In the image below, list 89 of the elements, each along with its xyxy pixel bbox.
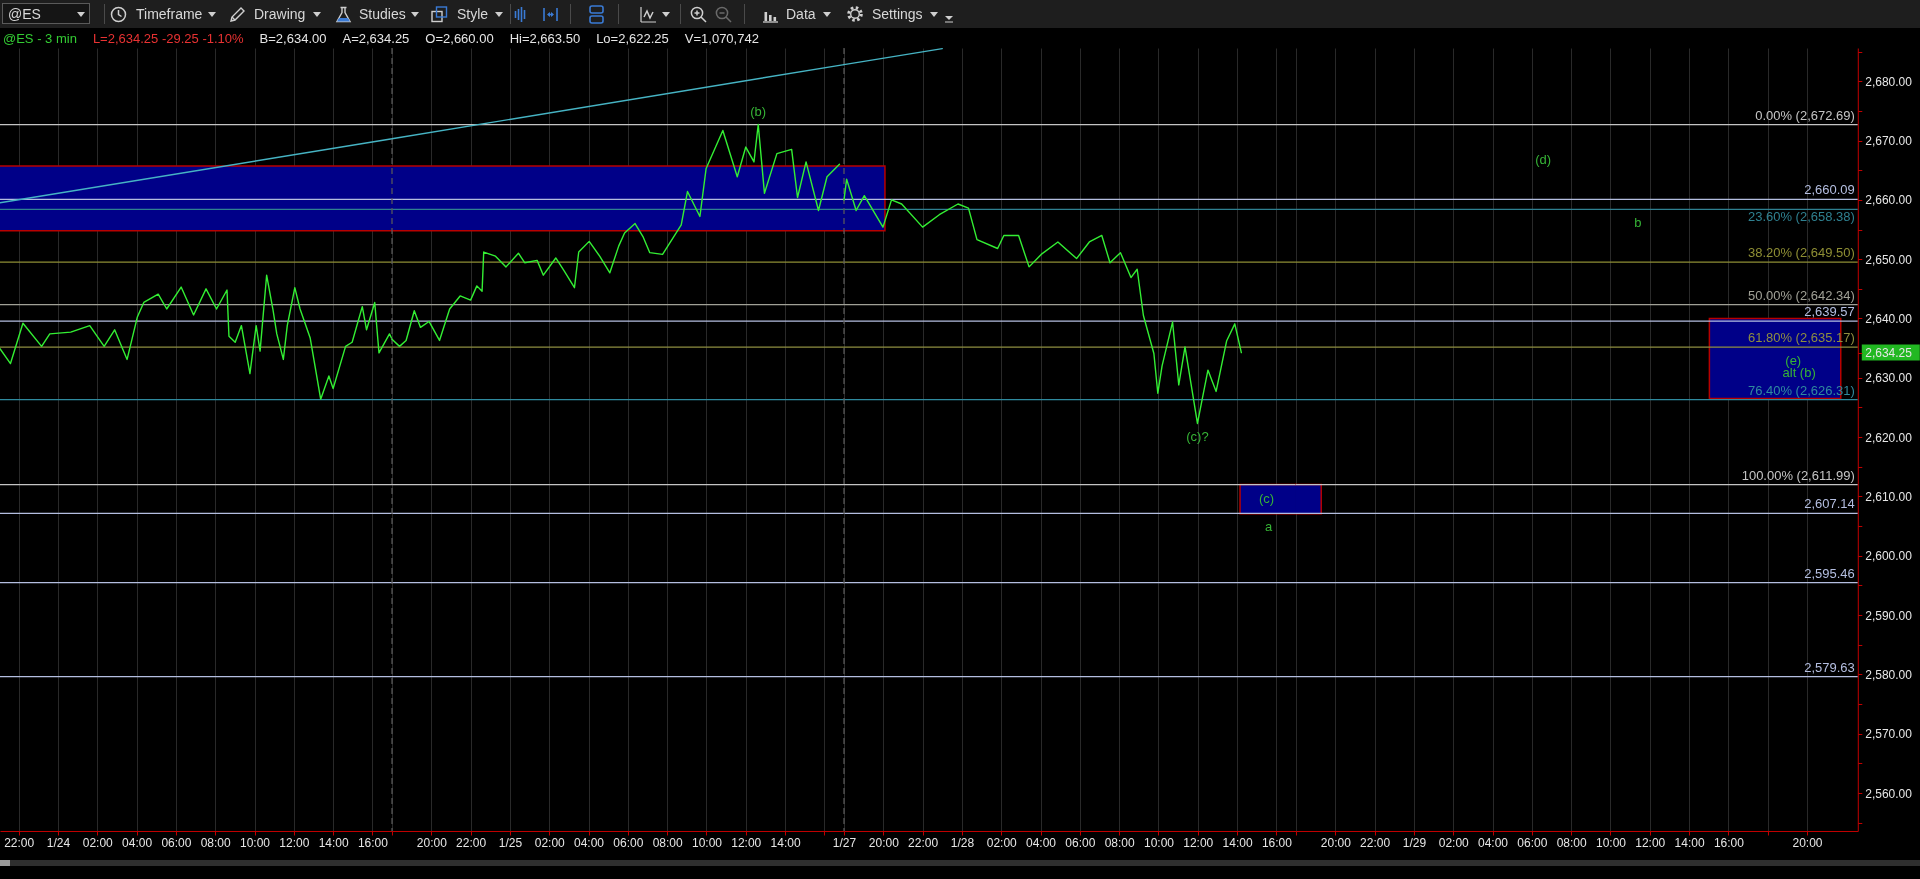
x-tick-label: 1/27 [832,836,857,851]
x-tick-label: 04:00 [122,836,153,851]
x-tick-label: 16:00 [1714,836,1745,851]
x-tick-label: 02:00 [534,836,566,851]
annotation: a [1265,519,1274,535]
ref-line-label: 2,639.57 [1804,304,1855,320]
text: Studies [359,5,406,23]
y-tick-label: 2,634.25 [1865,346,1913,361]
x-tick-label: 08:00 [200,836,232,851]
text: Lo=2,622.25 [596,31,669,46]
y-tick-label: 2,610.00 [1865,489,1913,504]
x-tick-label: 04:00 [574,836,605,851]
y-tick-label: 2,670.00 [1865,134,1913,149]
x-tick-label: 12:00 [1635,836,1666,851]
annotation: b [1634,215,1642,231]
ref-line-label: 23.60% (2,658.38) [1748,209,1855,225]
x-tick-label: 02:00 [1438,836,1470,851]
annotation: (c)? [1186,429,1209,445]
x-tick-label: 06:00 [1065,836,1096,851]
annotation: (c) [1259,491,1275,507]
ref-line-label: 50.00% (2,642.34) [1748,287,1855,303]
x-tick-label: 02:00 [82,836,114,851]
y-tick-label: 2,680.00 [1865,74,1913,89]
text: Timeframe [136,5,203,23]
ref-line-label: 2,607.14 [1804,496,1855,512]
x-tick-label: 04:00 [1478,836,1509,851]
y-tick-label: 2,640.00 [1865,311,1913,326]
y-tick-label: 2,570.00 [1865,727,1913,742]
x-tick-label: 22:00 [456,836,487,851]
ref-line-label: 2,595.46 [1804,565,1855,581]
x-tick-label: 20:00 [1321,836,1352,851]
x-tick-label: 22:00 [4,836,35,851]
x-tick-label: 14:00 [318,836,349,851]
annotation: (b) [750,103,767,119]
text: O=2,660.00 [425,31,494,46]
text: Data [786,5,816,23]
text: V=1,070,742 [684,31,759,46]
text: @ES [8,5,41,23]
x-tick-label: 06:00 [613,836,644,851]
y-tick-label: 2,560.00 [1865,786,1913,801]
x-tick-label: 22:00 [1360,836,1391,851]
y-tick-label: 2,660.00 [1865,193,1913,208]
x-tick-label: 04:00 [1026,836,1057,851]
y-tick-label: 2,590.00 [1865,608,1913,623]
text: B=2,634.00 [259,31,327,46]
text: Drawing [254,5,306,23]
x-tick-label: 12:00 [1183,836,1214,851]
x-tick-label: 1/29 [1402,836,1427,851]
x-tick-label: 08:00 [1556,836,1588,851]
x-tick-label: 08:00 [652,836,684,851]
text: Settings [872,5,923,23]
x-tick-label: 08:00 [1104,836,1136,851]
x-tick-label: 14:00 [1674,836,1706,851]
text: A=2,634.25 [342,31,410,46]
x-tick-label: 20:00 [868,836,900,851]
x-tick-label: 06:00 [1517,836,1548,851]
x-tick-label: 14:00 [1222,836,1254,851]
y-tick-label: 2,620.00 [1865,430,1913,445]
ref-line-label: 2,660.09 [1804,182,1855,198]
x-tick-label: 12:00 [731,836,762,851]
x-tick-label: 1/28 [950,836,975,851]
text: Style [457,5,489,23]
ref-line-label: 0.00% (2,672.69) [1755,107,1855,123]
x-tick-label: 12:00 [279,836,310,851]
y-tick-label: 2,580.00 [1865,667,1913,682]
x-tick-label: 20:00 [416,836,448,851]
annotation: (d) [1535,152,1552,167]
x-tick-label: 10:00 [1144,836,1175,851]
y-tick-label: 2,630.00 [1865,371,1913,386]
chart-subtitle: L=2,634.25 -29.25 -1.10% [92,31,244,46]
x-tick-label: 16:00 [357,836,389,851]
x-tick-label: 10:00 [692,836,723,851]
x-tick-label: 20:00 [1792,836,1824,851]
x-tick-label: 10:00 [240,836,271,851]
x-tick-label: 22:00 [908,836,939,851]
x-tick-label: 16:00 [1262,836,1293,851]
x-tick-label: 10:00 [1596,836,1627,851]
ref-line-label: 38.20% (2,649.50) [1748,245,1855,261]
x-tick-label: 06:00 [161,836,192,851]
y-tick-label: 2,650.00 [1865,252,1913,267]
chart-title: @ES - 3 min [3,31,77,46]
text: Hi=2,663.50 [509,31,581,46]
x-tick-label: 1/24 [46,836,71,851]
ref-line-label: 2,579.63 [1804,659,1855,675]
x-tick-label: 14:00 [770,836,801,851]
ref-line-label: 100.00% (2,611.99) [1741,467,1855,483]
x-tick-label: 1/25 [498,836,523,851]
x-tick-label: 02:00 [986,836,1018,851]
y-tick-label: 2,600.00 [1865,549,1913,564]
